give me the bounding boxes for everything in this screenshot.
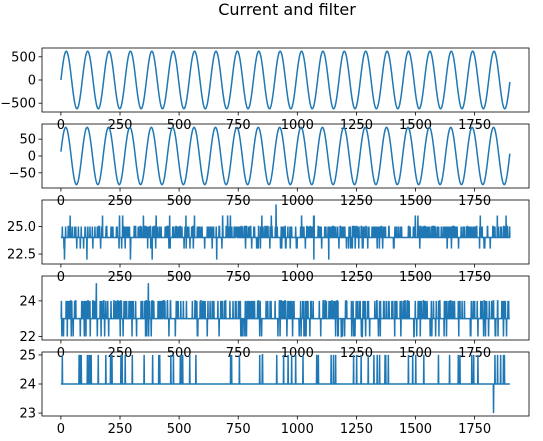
- x-tick-label: 1000: [281, 194, 314, 209]
- x-tick-label: 1250: [340, 346, 373, 361]
- x-tick-label: 1250: [340, 194, 373, 209]
- x-tick-label: 0: [57, 270, 65, 285]
- x-tick-label: 750: [226, 422, 251, 437]
- chart-title: Current and filter: [218, 0, 356, 19]
- y-tick-label: 24: [19, 378, 36, 393]
- x-tick-label: 1750: [458, 270, 491, 285]
- x-tick-label: 1500: [399, 270, 432, 285]
- x-tick-label: 250: [108, 346, 133, 361]
- x-tick-label: 1250: [340, 270, 373, 285]
- x-tick-label: 250: [108, 270, 133, 285]
- y-tick-label: 25: [19, 348, 36, 363]
- x-tick-label: 750: [226, 346, 251, 361]
- x-tick-label: 1750: [458, 422, 491, 437]
- x-tick-label: 500: [167, 118, 192, 133]
- x-tick-label: 0: [57, 422, 65, 437]
- x-tick-label: 0: [57, 346, 65, 361]
- y-tick-label: 0: [28, 74, 36, 89]
- x-tick-label: 1750: [458, 194, 491, 209]
- x-tick-label: 1000: [281, 270, 314, 285]
- axes-frame: [41, 275, 530, 341]
- y-tick-label: −500: [0, 97, 36, 112]
- x-tick-label: 1250: [340, 422, 373, 437]
- x-tick-label: 1000: [281, 422, 314, 437]
- y-tick-label: 24: [19, 294, 36, 309]
- x-tick-label: 750: [226, 194, 251, 209]
- x-tick-label: 0: [57, 194, 65, 209]
- series-line: [60, 126, 511, 186]
- x-tick-label: 500: [167, 194, 192, 209]
- x-tick-label: 250: [108, 194, 133, 209]
- x-tick-label: 500: [167, 270, 192, 285]
- y-tick-label: 22: [19, 330, 36, 345]
- x-tick-label: 1750: [458, 346, 491, 361]
- series-line: [60, 50, 511, 110]
- axes-frame: [41, 199, 530, 265]
- subplot-5: 0 250 500 750 1000 1250 1500 1750 23 24 25: [19, 348, 530, 437]
- x-tick-label: 1500: [399, 422, 432, 437]
- x-tick-label: 1500: [399, 194, 432, 209]
- x-tick-label: 1750: [458, 118, 491, 133]
- y-tick-label: 25.0: [7, 220, 36, 235]
- y-tick-label: 22.5: [7, 248, 36, 263]
- series-line: [60, 283, 510, 338]
- series-line: [60, 204, 511, 260]
- y-tick-label: −50: [9, 166, 36, 181]
- x-tick-label: 250: [108, 118, 133, 133]
- x-tick-label: 1000: [281, 346, 314, 361]
- subplot-3: 0 250 500 750 1000 1250 1500 1750 22.5 25.0: [7, 199, 530, 285]
- x-tick-label: 250: [108, 422, 133, 437]
- x-tick-label: 750: [226, 270, 251, 285]
- x-tick-label: 500: [167, 422, 192, 437]
- y-tick-label: 0: [28, 150, 36, 165]
- y-tick-label: 500: [11, 50, 36, 65]
- series-line: [60, 354, 510, 414]
- x-tick-label: 1000: [281, 118, 314, 133]
- y-tick-label: 23: [19, 407, 36, 422]
- y-tick-label: 50: [19, 133, 36, 148]
- x-tick-label: 0: [57, 118, 65, 133]
- x-tick-label: 750: [226, 118, 251, 133]
